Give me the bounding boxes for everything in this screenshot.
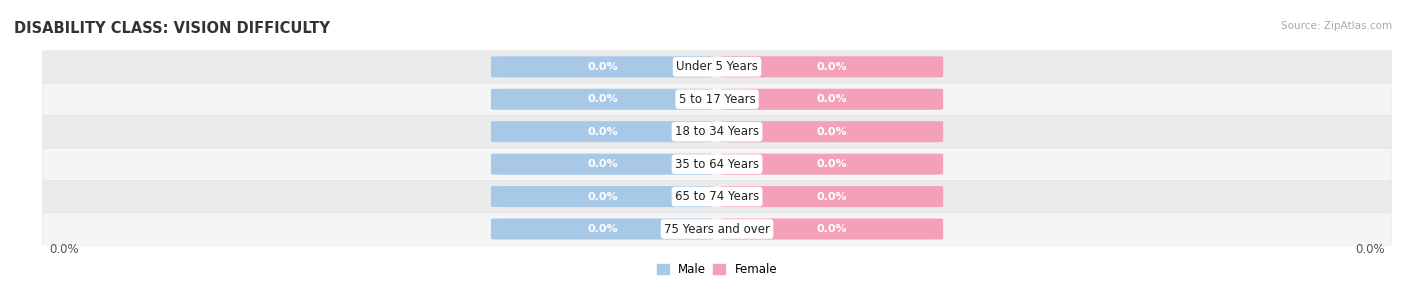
Text: 0.0%: 0.0% (588, 159, 617, 169)
Text: 0.0%: 0.0% (817, 127, 846, 137)
Text: 0.0%: 0.0% (588, 127, 617, 137)
FancyBboxPatch shape (720, 121, 943, 142)
Text: DISABILITY CLASS: VISION DIFFICULTY: DISABILITY CLASS: VISION DIFFICULTY (14, 21, 330, 36)
Text: 65 to 74 Years: 65 to 74 Years (675, 190, 759, 203)
Text: 0.0%: 0.0% (588, 192, 617, 202)
Text: 5 to 17 Years: 5 to 17 Years (679, 93, 755, 106)
Text: 0.0%: 0.0% (817, 62, 846, 72)
FancyBboxPatch shape (491, 218, 714, 239)
FancyBboxPatch shape (720, 89, 943, 110)
Text: 75 Years and over: 75 Years and over (664, 223, 770, 235)
Text: 35 to 64 Years: 35 to 64 Years (675, 158, 759, 170)
FancyBboxPatch shape (42, 180, 1392, 213)
FancyBboxPatch shape (720, 56, 943, 77)
Text: 0.0%: 0.0% (49, 242, 79, 256)
FancyBboxPatch shape (720, 154, 943, 175)
Text: 0.0%: 0.0% (588, 62, 617, 72)
Text: 18 to 34 Years: 18 to 34 Years (675, 125, 759, 138)
Text: 0.0%: 0.0% (817, 224, 846, 234)
FancyBboxPatch shape (42, 116, 1392, 148)
FancyBboxPatch shape (42, 51, 1392, 83)
FancyBboxPatch shape (720, 186, 943, 207)
Text: 0.0%: 0.0% (817, 159, 846, 169)
Text: 0.0%: 0.0% (588, 94, 617, 104)
FancyBboxPatch shape (491, 56, 714, 77)
FancyBboxPatch shape (491, 89, 714, 110)
FancyBboxPatch shape (42, 148, 1392, 180)
Text: Source: ZipAtlas.com: Source: ZipAtlas.com (1281, 21, 1392, 31)
FancyBboxPatch shape (720, 218, 943, 239)
FancyBboxPatch shape (491, 121, 714, 142)
Text: 0.0%: 0.0% (1355, 242, 1385, 256)
FancyBboxPatch shape (491, 154, 714, 175)
FancyBboxPatch shape (491, 186, 714, 207)
Text: 0.0%: 0.0% (588, 224, 617, 234)
FancyBboxPatch shape (42, 213, 1392, 245)
Text: 0.0%: 0.0% (817, 94, 846, 104)
Text: Under 5 Years: Under 5 Years (676, 60, 758, 73)
Legend: Male, Female: Male, Female (652, 259, 782, 281)
FancyBboxPatch shape (42, 83, 1392, 116)
Text: 0.0%: 0.0% (817, 192, 846, 202)
